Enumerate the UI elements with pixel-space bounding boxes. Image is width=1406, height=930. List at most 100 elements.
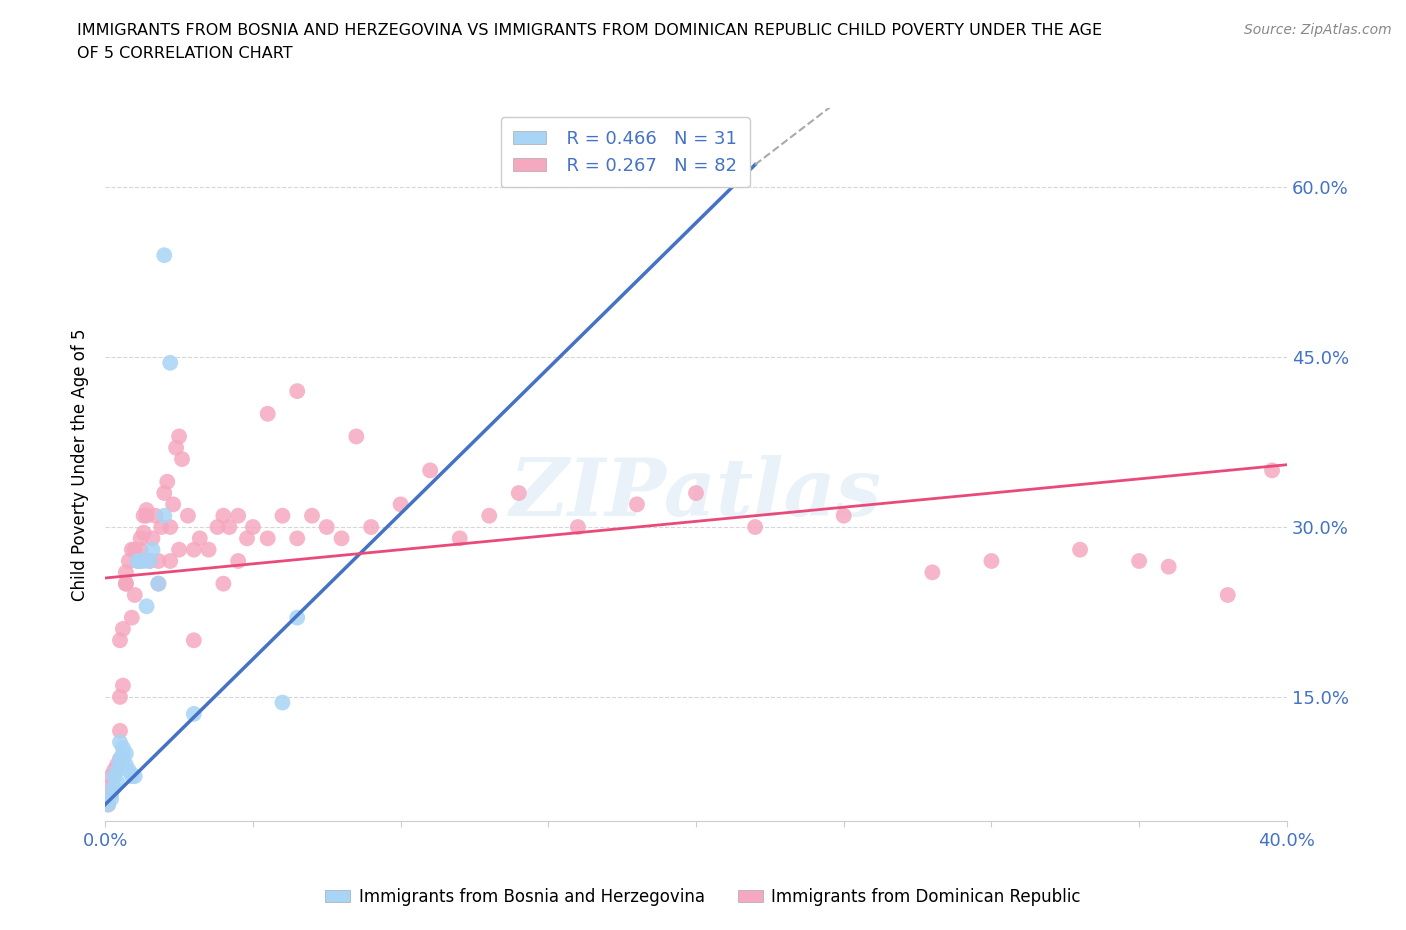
Point	[980, 553, 1002, 568]
Point	[449, 531, 471, 546]
Point	[111, 746, 134, 761]
Text: Source: ZipAtlas.com: Source: ZipAtlas.com	[1244, 23, 1392, 37]
Point	[150, 520, 173, 535]
Point	[159, 520, 181, 535]
Point	[212, 577, 235, 591]
Point	[226, 509, 249, 524]
Point	[744, 520, 766, 535]
Point	[177, 509, 200, 524]
Point	[183, 632, 205, 647]
Point	[165, 440, 187, 455]
Point	[108, 735, 131, 750]
Point	[100, 786, 122, 801]
Point	[197, 542, 219, 557]
Point	[141, 542, 163, 557]
Point	[236, 531, 259, 546]
Point	[226, 553, 249, 568]
Point	[360, 520, 382, 535]
Point	[344, 429, 367, 444]
Point	[1069, 542, 1091, 557]
Point	[127, 553, 149, 568]
Point	[832, 509, 855, 524]
Point	[148, 577, 170, 591]
Point	[108, 632, 131, 647]
Point	[167, 429, 190, 444]
Point	[135, 599, 157, 614]
Point	[183, 542, 205, 557]
Point	[207, 520, 229, 535]
Point	[111, 678, 134, 693]
Point	[118, 553, 141, 568]
Point	[1157, 559, 1180, 574]
Point	[159, 355, 181, 370]
Point	[153, 247, 176, 262]
Point	[108, 689, 131, 704]
Point	[135, 502, 157, 517]
Point	[188, 531, 211, 546]
Point	[315, 520, 337, 535]
Point	[170, 452, 193, 467]
Point	[1216, 588, 1239, 603]
Point	[626, 497, 648, 512]
Point	[105, 764, 128, 778]
Point	[121, 610, 143, 625]
Point	[132, 553, 155, 568]
Point	[156, 474, 179, 489]
Point	[135, 509, 157, 524]
Point	[124, 542, 146, 557]
Point	[121, 542, 143, 557]
Point	[141, 531, 163, 546]
Point	[567, 520, 589, 535]
Point	[256, 531, 278, 546]
Point	[242, 520, 264, 535]
Point	[103, 764, 125, 778]
Point	[103, 769, 125, 784]
Point	[115, 757, 138, 772]
Point	[389, 497, 412, 512]
Point	[97, 797, 120, 812]
Point	[1261, 463, 1284, 478]
Text: OF 5 CORRELATION CHART: OF 5 CORRELATION CHART	[77, 46, 292, 60]
Point	[115, 577, 138, 591]
Legend:   R = 0.466   N = 31,   R = 0.267   N = 82: R = 0.466 N = 31, R = 0.267 N = 82	[501, 117, 749, 187]
Point	[124, 769, 146, 784]
Point	[115, 565, 138, 579]
Point	[285, 610, 308, 625]
Point	[148, 577, 170, 591]
Point	[108, 724, 131, 738]
Point	[129, 542, 152, 557]
Point	[115, 746, 138, 761]
Point	[330, 531, 353, 546]
Point	[121, 769, 143, 784]
Point	[183, 707, 205, 722]
Point	[162, 497, 184, 512]
Point	[508, 485, 530, 500]
Point	[129, 553, 152, 568]
Point	[100, 786, 122, 801]
Point	[153, 485, 176, 500]
Point	[111, 740, 134, 755]
Point	[419, 463, 441, 478]
Point	[111, 751, 134, 766]
Point	[111, 621, 134, 636]
Point	[159, 553, 181, 568]
Point	[145, 509, 167, 524]
Point	[271, 695, 294, 710]
Point	[218, 520, 240, 535]
Point	[478, 509, 501, 524]
Point	[685, 485, 707, 500]
Point	[138, 553, 160, 568]
Point	[127, 553, 149, 568]
Point	[100, 769, 122, 784]
Point	[108, 751, 131, 766]
Point	[285, 531, 308, 546]
Point	[105, 775, 128, 790]
Point	[212, 509, 235, 524]
Point	[256, 406, 278, 421]
Point	[167, 542, 190, 557]
Point	[148, 553, 170, 568]
Point	[124, 588, 146, 603]
Point	[132, 525, 155, 540]
Y-axis label: Child Poverty Under the Age of 5: Child Poverty Under the Age of 5	[72, 328, 89, 601]
Point	[115, 577, 138, 591]
